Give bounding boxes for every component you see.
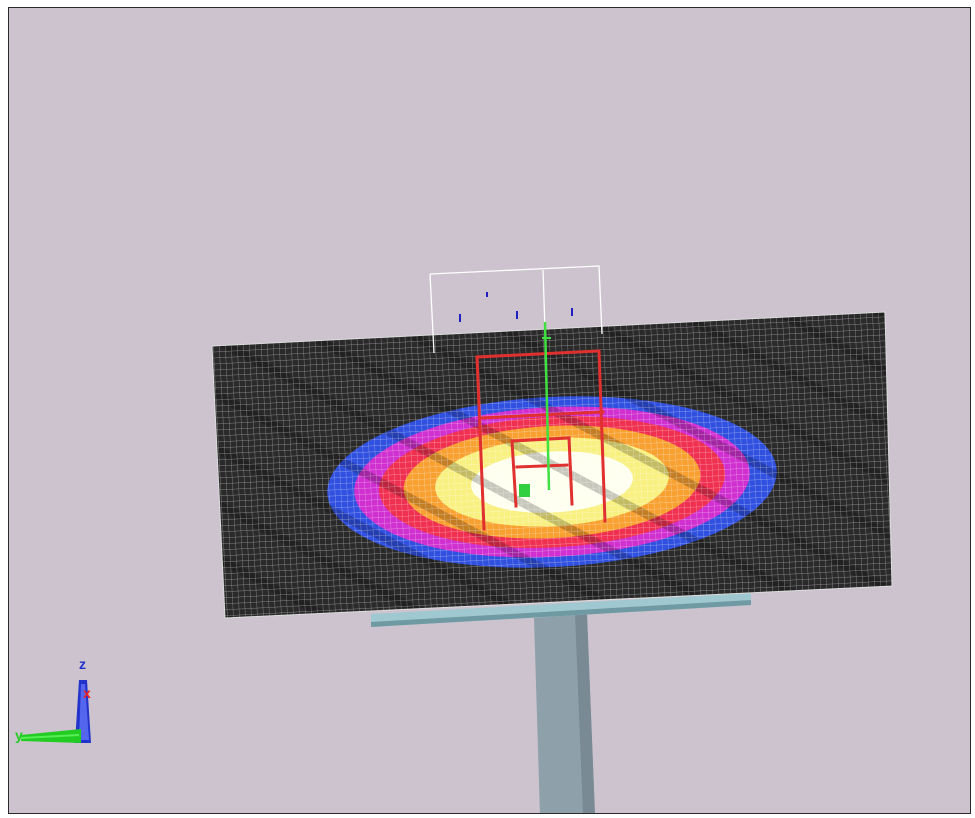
scene-canvas[interactable]: z x y (9, 8, 971, 814)
3d-viewport[interactable]: z x y (8, 7, 971, 814)
sensor-plate[interactable] (209, 308, 899, 623)
sensor-marker[interactable] (519, 484, 530, 497)
axis-triad: z x y (15, 656, 91, 743)
z-axis-label: z (79, 656, 86, 672)
tripod-axis (519, 321, 551, 497)
x-axis-label: x (83, 685, 91, 701)
y-axis-label: y (15, 727, 23, 743)
support-pole-shadow (575, 614, 595, 813)
wireframe-outline (429, 265, 603, 354)
support-beam-shadow (371, 600, 751, 627)
sensor-ticks (459, 292, 573, 322)
device-frame[interactable] (475, 349, 607, 531)
